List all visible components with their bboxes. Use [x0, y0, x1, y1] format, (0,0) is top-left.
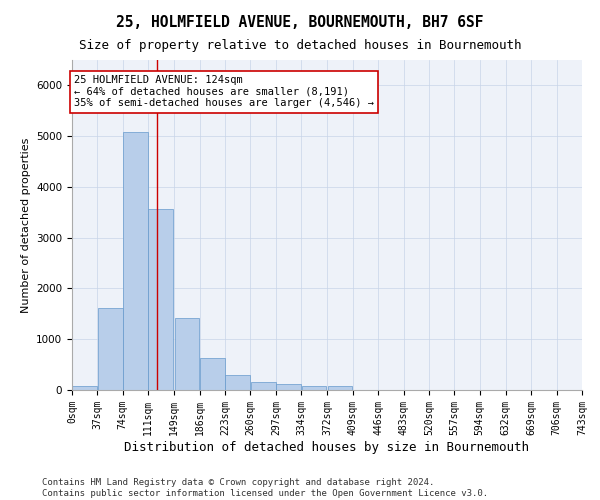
Text: Contains HM Land Registry data © Crown copyright and database right 2024.
Contai: Contains HM Land Registry data © Crown c…: [42, 478, 488, 498]
Bar: [175, 318, 199, 390]
Bar: [72, 386, 97, 390]
Bar: [98, 308, 122, 390]
Bar: [302, 386, 326, 390]
Bar: [328, 386, 352, 390]
Bar: [148, 208, 173, 390]
Bar: [251, 382, 275, 390]
Text: Size of property relative to detached houses in Bournemouth: Size of property relative to detached ho…: [79, 39, 521, 52]
Bar: [276, 384, 301, 390]
Text: 25 HOLMFIELD AVENUE: 124sqm
← 64% of detached houses are smaller (8,191)
35% of : 25 HOLMFIELD AVENUE: 124sqm ← 64% of det…: [74, 75, 374, 108]
Bar: [123, 132, 148, 390]
X-axis label: Distribution of detached houses by size in Bournemouth: Distribution of detached houses by size …: [125, 440, 530, 454]
Y-axis label: Number of detached properties: Number of detached properties: [20, 138, 31, 312]
Text: 25, HOLMFIELD AVENUE, BOURNEMOUTH, BH7 6SF: 25, HOLMFIELD AVENUE, BOURNEMOUTH, BH7 6…: [116, 15, 484, 30]
Bar: [200, 358, 225, 390]
Bar: [226, 375, 250, 390]
